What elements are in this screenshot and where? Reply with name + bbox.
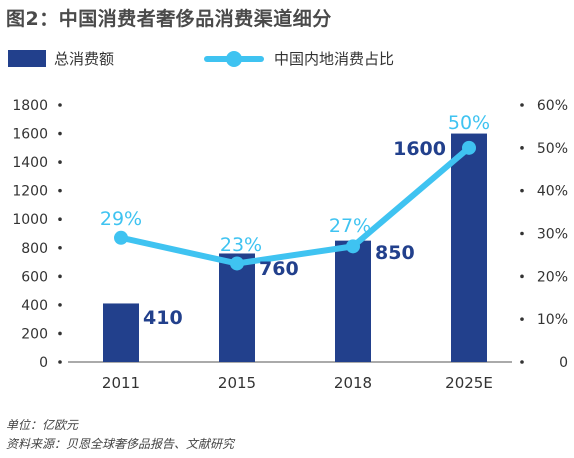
y-left-tick-mark [58,131,62,136]
unit-note: 单位：亿欧元 [6,418,79,432]
chart-plot: 0 200 400 600 800 1000 1200 1400 1600 1800 0 10% 20%… [12,98,568,392]
y-right-tick-mark [520,188,524,193]
legend-line-label: 中国内地消费占比 [274,50,395,68]
y-left-tick-label: 600 [21,269,48,285]
bar-value-label: 760 [259,258,299,280]
y-left-tick-label: 0 [39,355,48,371]
bar-2025E [451,133,487,362]
x-tick-label: 2015 [218,374,256,392]
chart-title: 图2：中国消费者奢侈品消费渠道细分 [6,8,332,30]
y-left-tick-label: 1200 [12,184,48,200]
bar-value-label: 850 [375,242,415,264]
bar-2015 [219,253,255,362]
y-left-tick-label: 800 [21,241,48,257]
y-right-tick-label: 50% [537,141,568,157]
y-left-tick-label: 1000 [12,212,48,228]
x-tick-label: 2011 [102,374,140,392]
y-left-tick-mark [58,103,62,107]
y-right-tick-mark [520,146,524,150]
bar-2018 [335,240,371,362]
y-left-tick-label: 200 [21,326,48,342]
legend-bar-label: 总消费额 [54,50,115,68]
line-value-label: 23% [220,234,262,256]
y-right-tick-label: 40% [537,184,568,200]
legend-item-total: 总消费额 [8,48,114,69]
y-left-tick-mark [58,160,62,164]
y-left-tick-mark [58,188,62,193]
bar-value-label: 1600 [393,138,446,160]
share-line [118,144,472,267]
y-left-tick-label: 1800 [12,98,48,114]
y-right-tick-mark [520,274,524,279]
y-right-tick-mark [520,360,524,364]
share-point-2011 [114,230,128,245]
bar-2011 [103,303,139,362]
share-point-2025E [462,140,476,155]
share-point-2018 [346,239,360,254]
line-value-label: 50% [448,112,490,134]
y-right-tick-mark [520,103,524,107]
legend-bar-swatch [8,50,46,67]
legend-item-share: 中国内地消费占比 [204,48,394,69]
y-right-tick-mark [520,317,524,321]
y-right-tick-label: 10% [537,312,568,328]
x-tick-label: 2018 [334,374,372,392]
share-point-2015 [230,256,244,271]
y-right-tick-label: 0 [559,355,568,371]
legend-line-marker [226,50,242,67]
y-right-tick-mark [520,231,524,236]
line-value-label: 29% [100,208,142,230]
bar-value-label: 410 [143,307,183,329]
y-right-tick-label: 30% [537,227,568,243]
y-left-tick-mark [58,303,62,307]
legend-line-swatch [204,50,264,67]
y-left-tick-mark [58,274,62,279]
y-left-tick-mark [58,360,62,364]
y-left-tick-label: 1600 [12,127,48,143]
x-tick-label: 2025E [445,374,493,392]
legend: 总消费额 中国内地消费占比 [0,46,574,76]
y-left-tick-mark [58,217,62,222]
y-right-tick-label: 60% [537,98,568,114]
y-left-tick-label: 1400 [12,155,48,171]
y-left-tick-mark [58,245,62,250]
y-left-tick-label: 400 [21,298,48,314]
y-left-tick-mark [58,331,62,336]
source-note: 资料来源：贝恩全球奢侈品报告、文献研究 [6,437,235,451]
y-right-tick-label: 20% [537,269,568,285]
line-value-label: 27% [329,215,371,237]
